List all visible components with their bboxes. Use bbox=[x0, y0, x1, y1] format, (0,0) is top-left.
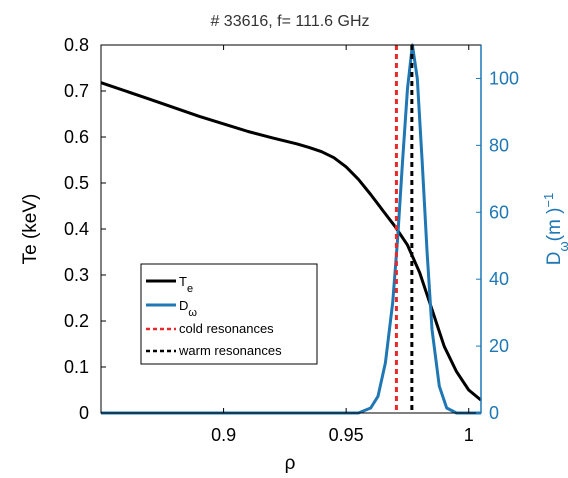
y-left-tick-label: 0.1 bbox=[64, 357, 89, 377]
legend-te-label: Te bbox=[179, 274, 193, 295]
x-tick-label: 1 bbox=[464, 425, 474, 445]
x-tick-label: 0.95 bbox=[329, 425, 364, 445]
series-dw-line bbox=[101, 43, 481, 415]
legend-cold-label: cold resonances bbox=[179, 321, 274, 336]
y-right-tick-label: 100 bbox=[489, 68, 519, 88]
series-te-line bbox=[100, 81, 482, 402]
y-left-axis-label: Te (keV) bbox=[20, 194, 41, 265]
y-right-axis-label: Dω(m )−1 bbox=[541, 193, 568, 265]
y-left-tick-label: 0.3 bbox=[64, 265, 89, 285]
y-left-tick-label: 0.4 bbox=[64, 219, 89, 239]
x-tick-label: 0.9 bbox=[211, 425, 236, 445]
y-left-tick-label: 0 bbox=[79, 403, 89, 423]
legend: Te Dω cold resonances warm resonances bbox=[140, 263, 318, 365]
y-left-tick-label: 0.7 bbox=[64, 81, 89, 101]
y-right-tick-label: 80 bbox=[489, 135, 509, 155]
y-left-tick-label: 0.6 bbox=[64, 127, 89, 147]
chart-title: # 33616, f= 111.6 GHz bbox=[210, 13, 369, 30]
y-left-tick-label: 0.5 bbox=[64, 173, 89, 193]
y-right-tick-label: 0 bbox=[489, 403, 499, 423]
y-right-tick-label: 40 bbox=[489, 269, 509, 289]
y-left-tick-label: 0.2 bbox=[64, 311, 89, 331]
y-left-tick-label: 0.8 bbox=[64, 35, 89, 55]
legend-dw-label: Dω bbox=[179, 298, 197, 319]
y-right-tick-label: 60 bbox=[489, 202, 509, 222]
legend-warm-label: warm resonances bbox=[178, 343, 282, 358]
y-right-tick-label: 20 bbox=[489, 336, 509, 356]
x-axis-label: ρ bbox=[285, 453, 296, 474]
